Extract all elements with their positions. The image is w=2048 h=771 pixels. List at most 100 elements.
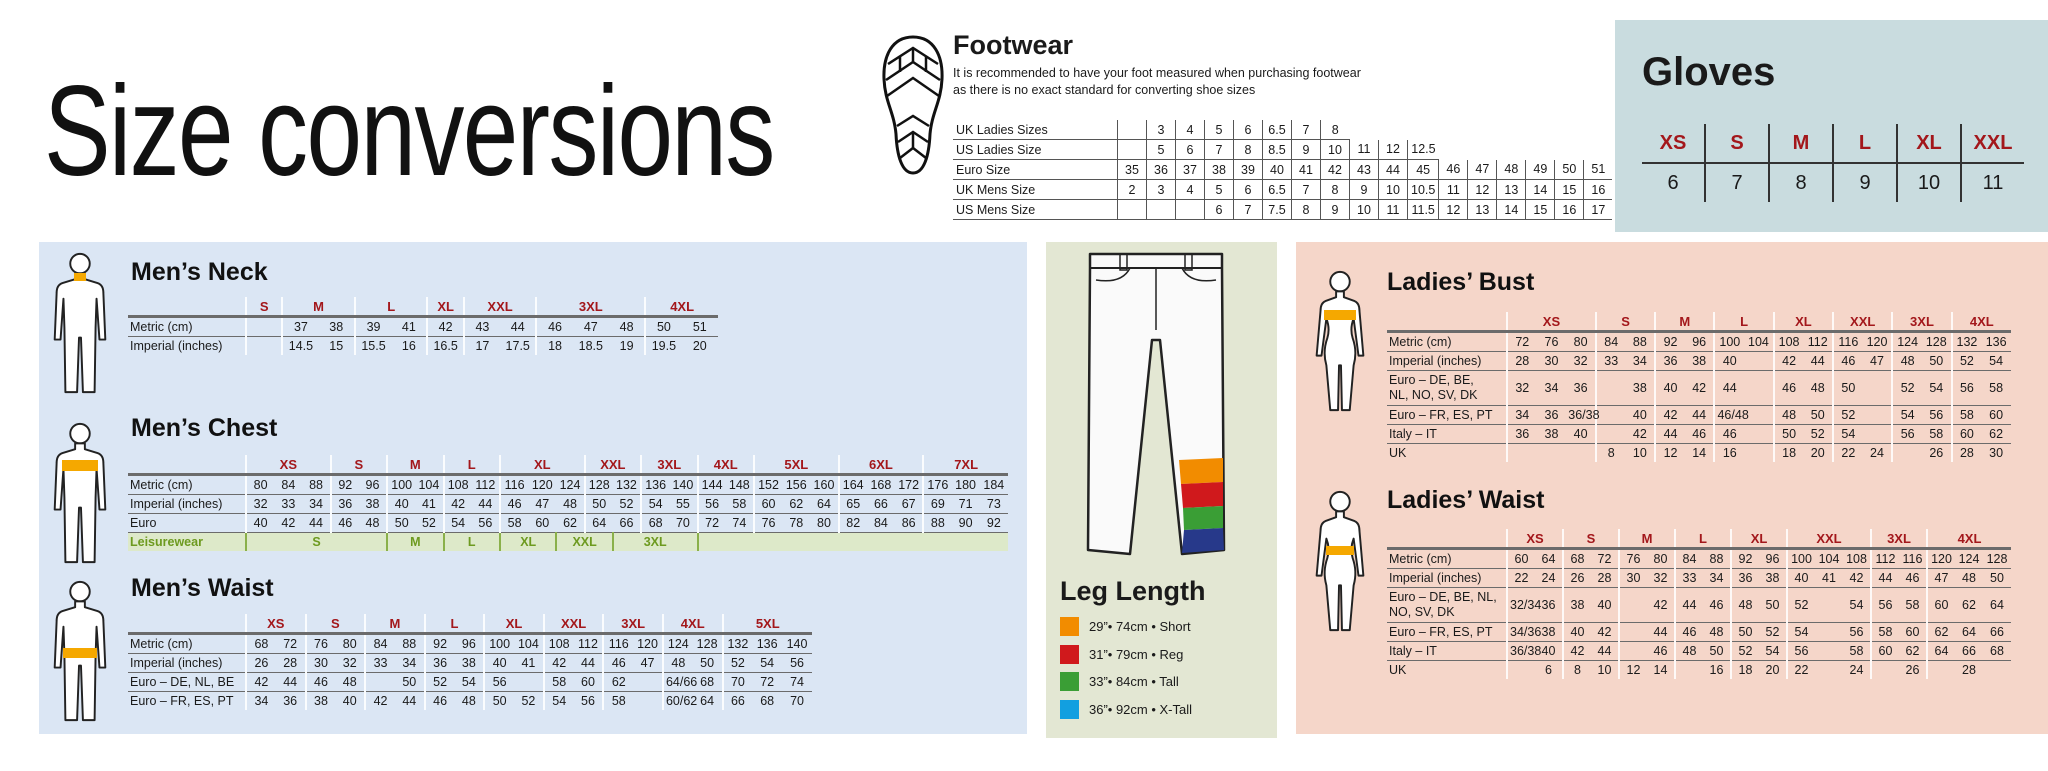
size-value: 36/38: [1506, 641, 1541, 661]
size-value: 38: [358, 494, 388, 514]
size-label: M: [386, 455, 444, 476]
gloves-header-row: XS S M L XL XXL: [1642, 124, 2024, 164]
footwear-row: US Mens Size 6 7 7.5 8 9 10 11 11.5 12 13 14 15 16 17: [953, 199, 1613, 220]
size-label: M: [1618, 529, 1675, 550]
size-value: 88: [302, 474, 331, 495]
footwear-size-value: [1555, 120, 1584, 140]
size-value: 19.5: [644, 336, 682, 355]
footwear-size-value: [1584, 120, 1613, 140]
footwear-size-value: 17: [1583, 199, 1613, 220]
size-value: 128: [692, 633, 723, 654]
size-value: 56: [1921, 405, 1952, 425]
size-value: [1618, 587, 1647, 623]
footwear-size-value: [1439, 120, 1468, 140]
size-value: 52: [1803, 424, 1834, 444]
size-value: 58: [1870, 622, 1899, 642]
size-value: 42: [442, 494, 472, 514]
size-label: 3XL: [535, 297, 646, 318]
size-value: [1506, 660, 1535, 679]
size-value: 62: [782, 494, 811, 514]
size-value: 32: [1647, 568, 1675, 588]
mens-waist-table: XS S M L XL XXL 3XL 4XL 5XL Metric (cm) 68 72 76 80 84…: [128, 614, 812, 710]
size-value: 36/38: [1566, 405, 1600, 425]
footwear-size-value: 35: [1117, 159, 1147, 180]
size-label: 3XL: [640, 455, 698, 476]
size-value: 30: [1536, 351, 1567, 371]
size-value: 38: [1536, 424, 1567, 444]
size-value: 108: [1843, 548, 1871, 569]
size-value: 44: [275, 672, 306, 692]
size-value: 46: [423, 691, 455, 710]
size-value: 18: [1772, 443, 1804, 462]
size-label: XL: [498, 455, 585, 476]
header-label-cell: [128, 614, 246, 635]
size-value: 60: [1870, 641, 1899, 661]
footwear-row: UK Ladies Sizes 3 4 5 6 6.5 7 8: [953, 120, 1612, 140]
footwear-size-value: [1468, 140, 1497, 160]
size-value: [1815, 587, 1843, 623]
size-value: 56: [1843, 622, 1871, 642]
size-value: 46: [1647, 641, 1675, 661]
size-value: 50: [1772, 424, 1804, 444]
size-value: 88: [394, 633, 425, 654]
footwear-size-value: 11.5: [1406, 199, 1439, 220]
footwear-size-value: 7.5: [1262, 199, 1292, 220]
footwear-size-value: 5: [1204, 179, 1234, 200]
size-value: 34: [1625, 351, 1656, 371]
footwear-row: UK Mens Size 2 3 4 5 6 6.5 7 8 9 10 10.5 11 12 13 14 15 1…: [953, 179, 1613, 200]
size-value: 54: [1981, 351, 2011, 371]
leisurewear-size: XXL: [555, 532, 613, 551]
size-value: 124: [1955, 548, 1983, 569]
size-value: 46: [1832, 351, 1863, 371]
footwear-size-value: 6: [1204, 199, 1234, 220]
size-value: 56: [483, 672, 515, 692]
size-value: 34: [394, 653, 425, 673]
table-row: Imperial (inches) 32 33 34 36 38 40 41 42 44 46 47 4…: [128, 494, 1008, 514]
size-value: 47: [528, 494, 557, 514]
table-row: Metric (cm) 60 64 68 72 76 80 84 88 92 96 100 104 108…: [1387, 548, 2011, 569]
legend-label: 36”• 92cm • X-Tall: [1089, 701, 1193, 717]
size-value: 132: [612, 474, 642, 495]
size-value: 40: [386, 494, 416, 514]
ladies-waist-title: Ladies’ Waist: [1387, 486, 1545, 514]
size-value: 26: [1905, 663, 1920, 677]
row-label: Metric (cm): [128, 474, 246, 495]
size-value: [1744, 444, 1774, 463]
size-value: 92: [1654, 331, 1685, 352]
size-value: 50: [394, 672, 425, 692]
size-value: 40: [483, 653, 515, 673]
size-value: 43: [462, 316, 501, 337]
size-value: 52: [423, 672, 455, 692]
leisurewear-size: 3XL: [611, 532, 698, 551]
size-value: 100: [483, 633, 515, 654]
size-value: [1594, 424, 1626, 444]
footwear-size-value: 13: [1496, 179, 1526, 200]
row-label: Euro – FR, ES, PT: [130, 694, 234, 708]
size-value: 38: [304, 691, 336, 710]
table-row: Italy – IT 36/38 40 42 44 46 48 50 52 54 56 58 60 62 6…: [1387, 641, 2011, 661]
size-value: 36: [283, 694, 298, 708]
size-label: 4XL: [661, 614, 723, 635]
size-value: 62: [1899, 641, 1927, 661]
row-label: Imperial (inches): [1387, 351, 1507, 371]
footwear-size-value: 36: [1146, 159, 1176, 180]
header-label-cell: [1387, 312, 1507, 333]
size-value: 48: [1891, 351, 1922, 371]
footwear-size-value: [1497, 140, 1526, 160]
size-value: 172: [895, 474, 924, 495]
size-value: 50: [692, 653, 723, 673]
man-figure-chest-icon: [50, 420, 110, 566]
table-row: Euro – FR, ES, PT 34 36 36/38 40 42 44 46/48 48 5…: [1387, 405, 2011, 425]
header-label-cell: [128, 297, 246, 318]
size-value: 84: [1674, 548, 1703, 569]
shoe-sole-icon: [882, 35, 944, 175]
leg-length-legend-item: 36”• 92cm • X-Tall: [1060, 699, 1193, 719]
footwear-size-value: 7: [1291, 120, 1321, 140]
size-value: 32: [335, 653, 366, 673]
size-value: 128: [1983, 548, 2011, 569]
footwear-size-value: [1117, 139, 1147, 160]
size-label: 4XL: [696, 455, 754, 476]
footwear-size-value: 4: [1175, 179, 1205, 200]
size-value: 67: [895, 494, 924, 514]
footwear-size-value: 11: [1438, 179, 1468, 200]
